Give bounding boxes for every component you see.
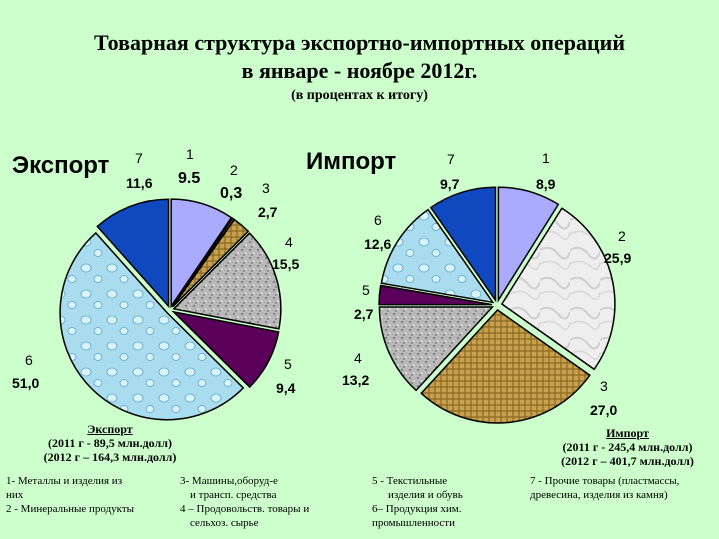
export-value-label: 51,0 <box>12 375 40 391</box>
legend-item-3-cont: и трансп. средства <box>190 489 277 501</box>
import-slice-3 <box>420 308 591 424</box>
import-pie <box>378 186 616 424</box>
import-cat-label: 1 <box>542 150 550 166</box>
export-slice-6 <box>59 231 245 421</box>
import-cat-label: 7 <box>447 151 455 167</box>
export-value-label: 9,4 <box>276 380 296 396</box>
import-pie-title: Импорт <box>306 148 397 175</box>
import-slice-6 <box>380 208 495 304</box>
import-cat-label: 6 <box>374 212 382 228</box>
legend-item-5: 5 - Текстильные <box>372 475 448 487</box>
import-caption-2011: (2011 г - 245,4 млн.долл) <box>562 440 693 454</box>
import-value-label: 2,7 <box>354 306 374 322</box>
import-value-label: 9,7 <box>440 176 460 192</box>
export-pie <box>59 198 282 421</box>
legend-item-5-cont: изделия и обувь <box>388 489 463 501</box>
export-cat-label: 7 <box>135 150 143 166</box>
legend-item-6-cont: промышленности <box>372 517 455 529</box>
chart-subtitle: в январе - ноябре 2012г. <box>241 58 478 83</box>
legend-col-1: 1- Металлы и изделия из них 2 - Минераль… <box>6 474 174 516</box>
import-slice-7 <box>429 186 497 303</box>
legend-item-4-cont: сельхоз. сырье <box>190 517 259 529</box>
legend-item-3: 3- Машины,оборуд-е <box>180 475 278 487</box>
export-caption-title: Экспорт <box>87 422 133 436</box>
import-slice-4 <box>378 306 495 392</box>
legend-col-2: 3- Машины,оборуд-е и трансп. средства 4 … <box>180 474 362 530</box>
export-slice-1 <box>170 198 233 309</box>
import-caption-title: Импорт <box>606 426 649 440</box>
export-cat-label: 3 <box>262 180 270 196</box>
import-value-label: 25,9 <box>604 250 632 266</box>
chart-title: Товарная структура экспортно-импортных о… <box>93 30 626 55</box>
chart-units-note: (в процентах к итогу) <box>291 88 428 103</box>
export-cat-label: 4 <box>285 234 293 250</box>
export-cat-label: 6 <box>25 352 33 368</box>
export-cat-label: 5 <box>284 356 292 372</box>
export-caption: Экспорт (2011 г - 89,5 млн.долл) (2012 г… <box>10 422 210 464</box>
legend-item-6: 6– Продукция хим. <box>372 503 462 515</box>
export-value-label: 0,3 <box>220 185 243 202</box>
export-value-label: 15,5 <box>272 256 300 272</box>
import-caption: Импорт (2011 г - 245,4 млн.долл) (2012 г… <box>540 426 715 468</box>
import-value-label: 12,6 <box>364 236 392 252</box>
export-slice-5 <box>171 310 280 389</box>
export-slice-3 <box>171 218 250 308</box>
export-caption-2012: (2012 г – 164,3 млн.долл) <box>43 450 177 464</box>
legend-item-7-cont: древесина, изделия из камня) <box>530 489 668 501</box>
legend-item-4: 4 – Продовольств. товары и <box>180 503 310 515</box>
export-slice-7 <box>96 198 170 309</box>
import-value-label: 27,0 <box>590 402 618 418</box>
export-cat-label: 1 <box>186 146 194 162</box>
import-slice-1 <box>497 186 560 303</box>
import-cat-label: 3 <box>600 378 608 394</box>
import-slice-2 <box>500 207 616 371</box>
import-cat-label: 2 <box>618 228 626 244</box>
legend-col-4: 7 - Прочие товары (пластмассы, древесина… <box>530 474 716 502</box>
export-value-label: 9.5 <box>178 170 201 187</box>
import-value-label: 13,2 <box>342 372 370 388</box>
export-value-label: 2,7 <box>258 204 278 220</box>
import-value-label: 8,9 <box>536 176 556 192</box>
legend-item-7: 7 - Прочие товары (пластмассы, <box>530 475 680 487</box>
legend-item-1-cont: них <box>6 489 24 501</box>
import-cat-label: 5 <box>362 282 370 298</box>
import-slice-5 <box>378 284 493 306</box>
legend-col-3: 5 - Текстильные изделия и обувь 6– Проду… <box>372 474 522 530</box>
legend-item-2: 2 - Минеральные продукты <box>6 503 135 515</box>
export-slice-4 <box>172 232 282 330</box>
import-caption-2012: (2012 г – 401,7 млн.долл) <box>561 454 694 468</box>
export-caption-2011: (2011 г - 89,5 млн.долл) <box>48 436 172 450</box>
export-value-label: 11,6 <box>126 175 153 191</box>
export-pie-title: Экспорт <box>12 152 110 179</box>
legend-item-1: 1- Металлы и изделия из <box>6 475 123 487</box>
export-cat-label: 2 <box>230 162 238 178</box>
import-cat-label: 4 <box>354 350 362 366</box>
